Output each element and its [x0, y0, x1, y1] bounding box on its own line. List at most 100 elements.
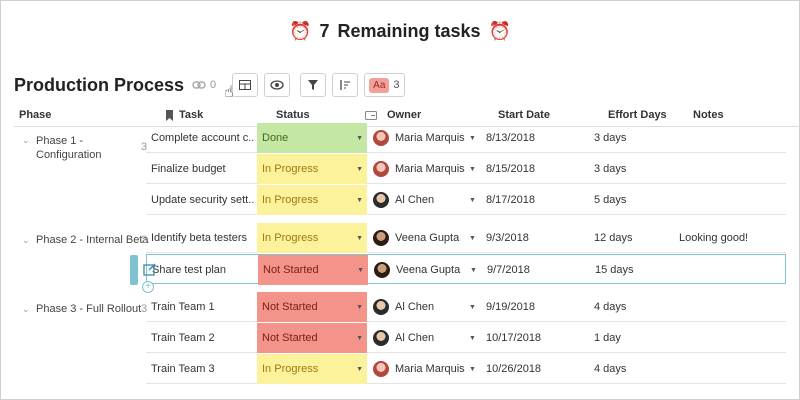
table-row[interactable]: Finalize budget In Progress ▼ Maria Marq…	[146, 154, 786, 184]
status-value: Done	[262, 132, 289, 144]
table-row[interactable]: Update security sett... In Progress ▼ Al…	[146, 185, 786, 215]
task-cell[interactable]: Train Team 2	[151, 332, 215, 344]
owner-dropdown[interactable]: Veena Gupta ▼	[373, 223, 477, 253]
format-aa-badge: Aa	[369, 77, 390, 93]
caret-down-icon: ▼	[356, 196, 363, 204]
status-dropdown[interactable]: Not Started ▼	[257, 323, 367, 353]
status-dropdown[interactable]: In Progress ▼	[257, 223, 367, 253]
caret-down-icon: ▼	[469, 134, 476, 142]
phase-group-3[interactable]: ⌄ Phase 3 - Full Rollout	[22, 303, 141, 315]
sort-button[interactable]	[332, 73, 359, 97]
phase-group-2[interactable]: ⌄ Phase 2 - Internal Beta	[22, 234, 149, 246]
column-header-status[interactable]: Status	[276, 109, 310, 121]
status-dropdown[interactable]: Not Started ▼	[257, 292, 367, 322]
format-rule-count: 3	[393, 79, 400, 91]
column-header-phase[interactable]: Phase	[19, 109, 52, 121]
chevron-down-icon: ⌄	[22, 135, 30, 145]
avatar	[374, 262, 390, 278]
caret-down-icon: ▼	[356, 134, 363, 142]
link-icon	[192, 81, 206, 89]
caret-down-icon: ▼	[469, 303, 476, 311]
task-cell[interactable]: Update security sett...	[151, 194, 255, 206]
table-row[interactable]: Share test plan Not Started ▼ Veena Gupt…	[146, 254, 786, 285]
start-date-cell[interactable]: 8/15/2018	[486, 163, 535, 175]
hand-cursor-icon: ☝	[224, 84, 234, 101]
column-header-task[interactable]: Task	[165, 104, 203, 126]
owner-dropdown[interactable]: Al Chen ▼	[373, 323, 477, 353]
alarm-clock-icon: ⏰	[289, 20, 312, 41]
effort-days-cell[interactable]: 4 days	[594, 363, 627, 375]
conditional-format-button[interactable]: Aa 3	[364, 73, 405, 97]
caret-down-icon: ▼	[357, 266, 364, 274]
visibility-button[interactable]	[264, 73, 291, 97]
avatar	[373, 192, 389, 208]
task-cell[interactable]: Complete account c...	[151, 132, 255, 144]
column-header-owner[interactable]: Owner	[387, 109, 422, 121]
row-drag-handle[interactable]	[130, 255, 138, 285]
start-date-cell[interactable]: 8/17/2018	[486, 194, 535, 206]
table-row[interactable]: Train Team 1 Not Started ▼ Al Chen ▼ 9/1…	[146, 292, 786, 322]
owner-dropdown[interactable]: Maria Marquis ▼	[373, 123, 477, 153]
column-header-effort-days[interactable]: Effort Days	[608, 109, 667, 121]
task-cell[interactable]: Finalize budget	[151, 163, 226, 175]
task-cell[interactable]: Share test plan	[152, 264, 226, 276]
owner-dropdown[interactable]: Al Chen ▼	[373, 185, 477, 215]
owner-dropdown[interactable]: Maria Marquis ▼	[373, 354, 477, 384]
owner-dropdown[interactable]: Maria Marquis ▼	[373, 154, 477, 184]
notes-cell[interactable]: Looking good!	[679, 232, 749, 244]
owner-dropdown[interactable]: Al Chen ▼	[373, 292, 477, 322]
effort-days-cell[interactable]: 3 days	[594, 163, 627, 175]
notes-cell[interactable]	[679, 154, 779, 184]
status-dropdown[interactable]: In Progress ▼	[257, 185, 367, 215]
notes-cell[interactable]	[679, 185, 779, 215]
phase-1-count: 3	[141, 141, 148, 153]
sheet-title: Production Process	[14, 74, 185, 95]
notes-cell[interactable]	[679, 323, 779, 353]
effort-days-cell[interactable]: 1 day	[594, 332, 621, 344]
start-date-cell[interactable]: 9/19/2018	[486, 301, 535, 313]
task-cell[interactable]: Train Team 1	[151, 301, 215, 313]
start-date-cell[interactable]: 9/3/2018	[486, 232, 529, 244]
table-row[interactable]: Complete account c... Done ▼ Maria Marqu…	[146, 123, 786, 153]
table-row[interactable]: Train Team 2 Not Started ▼ Al Chen ▼ 10/…	[146, 323, 786, 353]
caret-down-icon: ▼	[356, 234, 363, 242]
grid-view-button[interactable]	[232, 73, 259, 97]
effort-days-cell[interactable]: 5 days	[594, 194, 627, 206]
phase-3-count: 3	[141, 303, 148, 315]
effort-days-cell[interactable]: 4 days	[594, 301, 627, 313]
avatar	[373, 361, 389, 377]
column-header-start-date[interactable]: Start Date	[498, 109, 550, 121]
start-date-cell[interactable]: 9/7/2018	[487, 264, 530, 276]
card-view-icon[interactable]	[365, 104, 377, 126]
owner-dropdown[interactable]: Veena Gupta ▼	[374, 255, 478, 285]
notes-cell[interactable]	[680, 255, 780, 285]
column-header-notes[interactable]: Notes	[693, 109, 724, 121]
notes-cell[interactable]	[679, 123, 779, 153]
eye-icon	[270, 80, 284, 90]
caret-down-icon: ▼	[356, 165, 363, 173]
filter-button[interactable]	[300, 73, 327, 97]
start-date-cell[interactable]: 10/17/2018	[486, 332, 542, 344]
notes-cell[interactable]	[679, 292, 779, 322]
owner-name: Maria Marquis	[395, 163, 465, 175]
start-date-cell[interactable]: 10/26/2018	[486, 363, 542, 375]
edit-row-icon[interactable]	[143, 262, 157, 276]
start-date-cell[interactable]: 8/13/2018	[486, 132, 535, 144]
phase-group-1[interactable]: ⌄ Phase 1 - Configuration	[22, 134, 101, 162]
table-row[interactable]: Identify beta testers In Progress ▼ Veen…	[146, 223, 786, 253]
link-count[interactable]: 0	[192, 79, 216, 91]
status-dropdown[interactable]: Done ▼	[257, 123, 367, 153]
task-cell[interactable]: Train Team 3	[151, 363, 215, 375]
table-row[interactable]: Train Team 3 In Progress ▼ Maria Marquis…	[146, 354, 786, 384]
effort-days-cell[interactable]: 12 days	[594, 232, 633, 244]
status-value: In Progress	[262, 232, 319, 244]
notes-cell[interactable]	[679, 354, 779, 384]
effort-days-cell[interactable]: 3 days	[594, 132, 627, 144]
effort-days-cell[interactable]: 15 days	[595, 264, 634, 276]
add-row-icon[interactable]: +	[142, 281, 154, 293]
status-dropdown[interactable]: In Progress ▼	[257, 154, 367, 184]
status-dropdown[interactable]: In Progress ▼	[257, 354, 367, 384]
task-cell[interactable]: Identify beta testers	[151, 232, 247, 244]
status-dropdown[interactable]: Not Started ▼	[258, 255, 368, 285]
chevron-down-icon: ⌄	[22, 304, 30, 314]
